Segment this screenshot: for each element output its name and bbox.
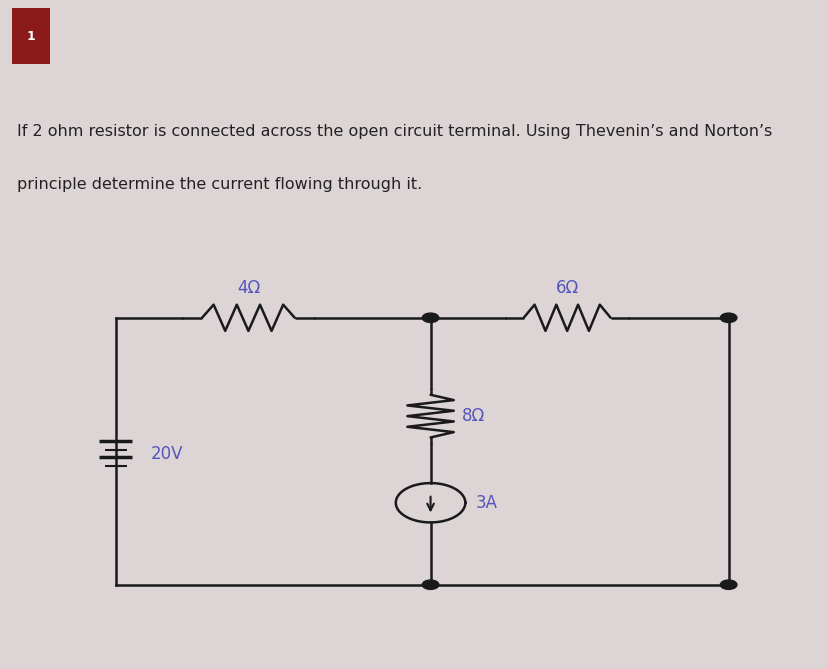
Text: 8Ω: 8Ω <box>461 407 485 425</box>
Text: principle determine the current flowing through it.: principle determine the current flowing … <box>17 177 421 191</box>
Circle shape <box>422 580 438 589</box>
Text: 20V: 20V <box>151 445 183 462</box>
Text: 3A: 3A <box>475 494 497 512</box>
Text: 6Ω: 6Ω <box>555 279 578 297</box>
Text: If 2 ohm resistor is connected across the open circuit terminal. Using Thevenin’: If 2 ohm resistor is connected across th… <box>17 124 771 139</box>
Text: 4Ω: 4Ω <box>237 279 260 297</box>
Circle shape <box>719 580 736 589</box>
Circle shape <box>422 313 438 322</box>
Circle shape <box>719 313 736 322</box>
Text: 1: 1 <box>26 29 36 43</box>
Bar <box>12 8 50 64</box>
